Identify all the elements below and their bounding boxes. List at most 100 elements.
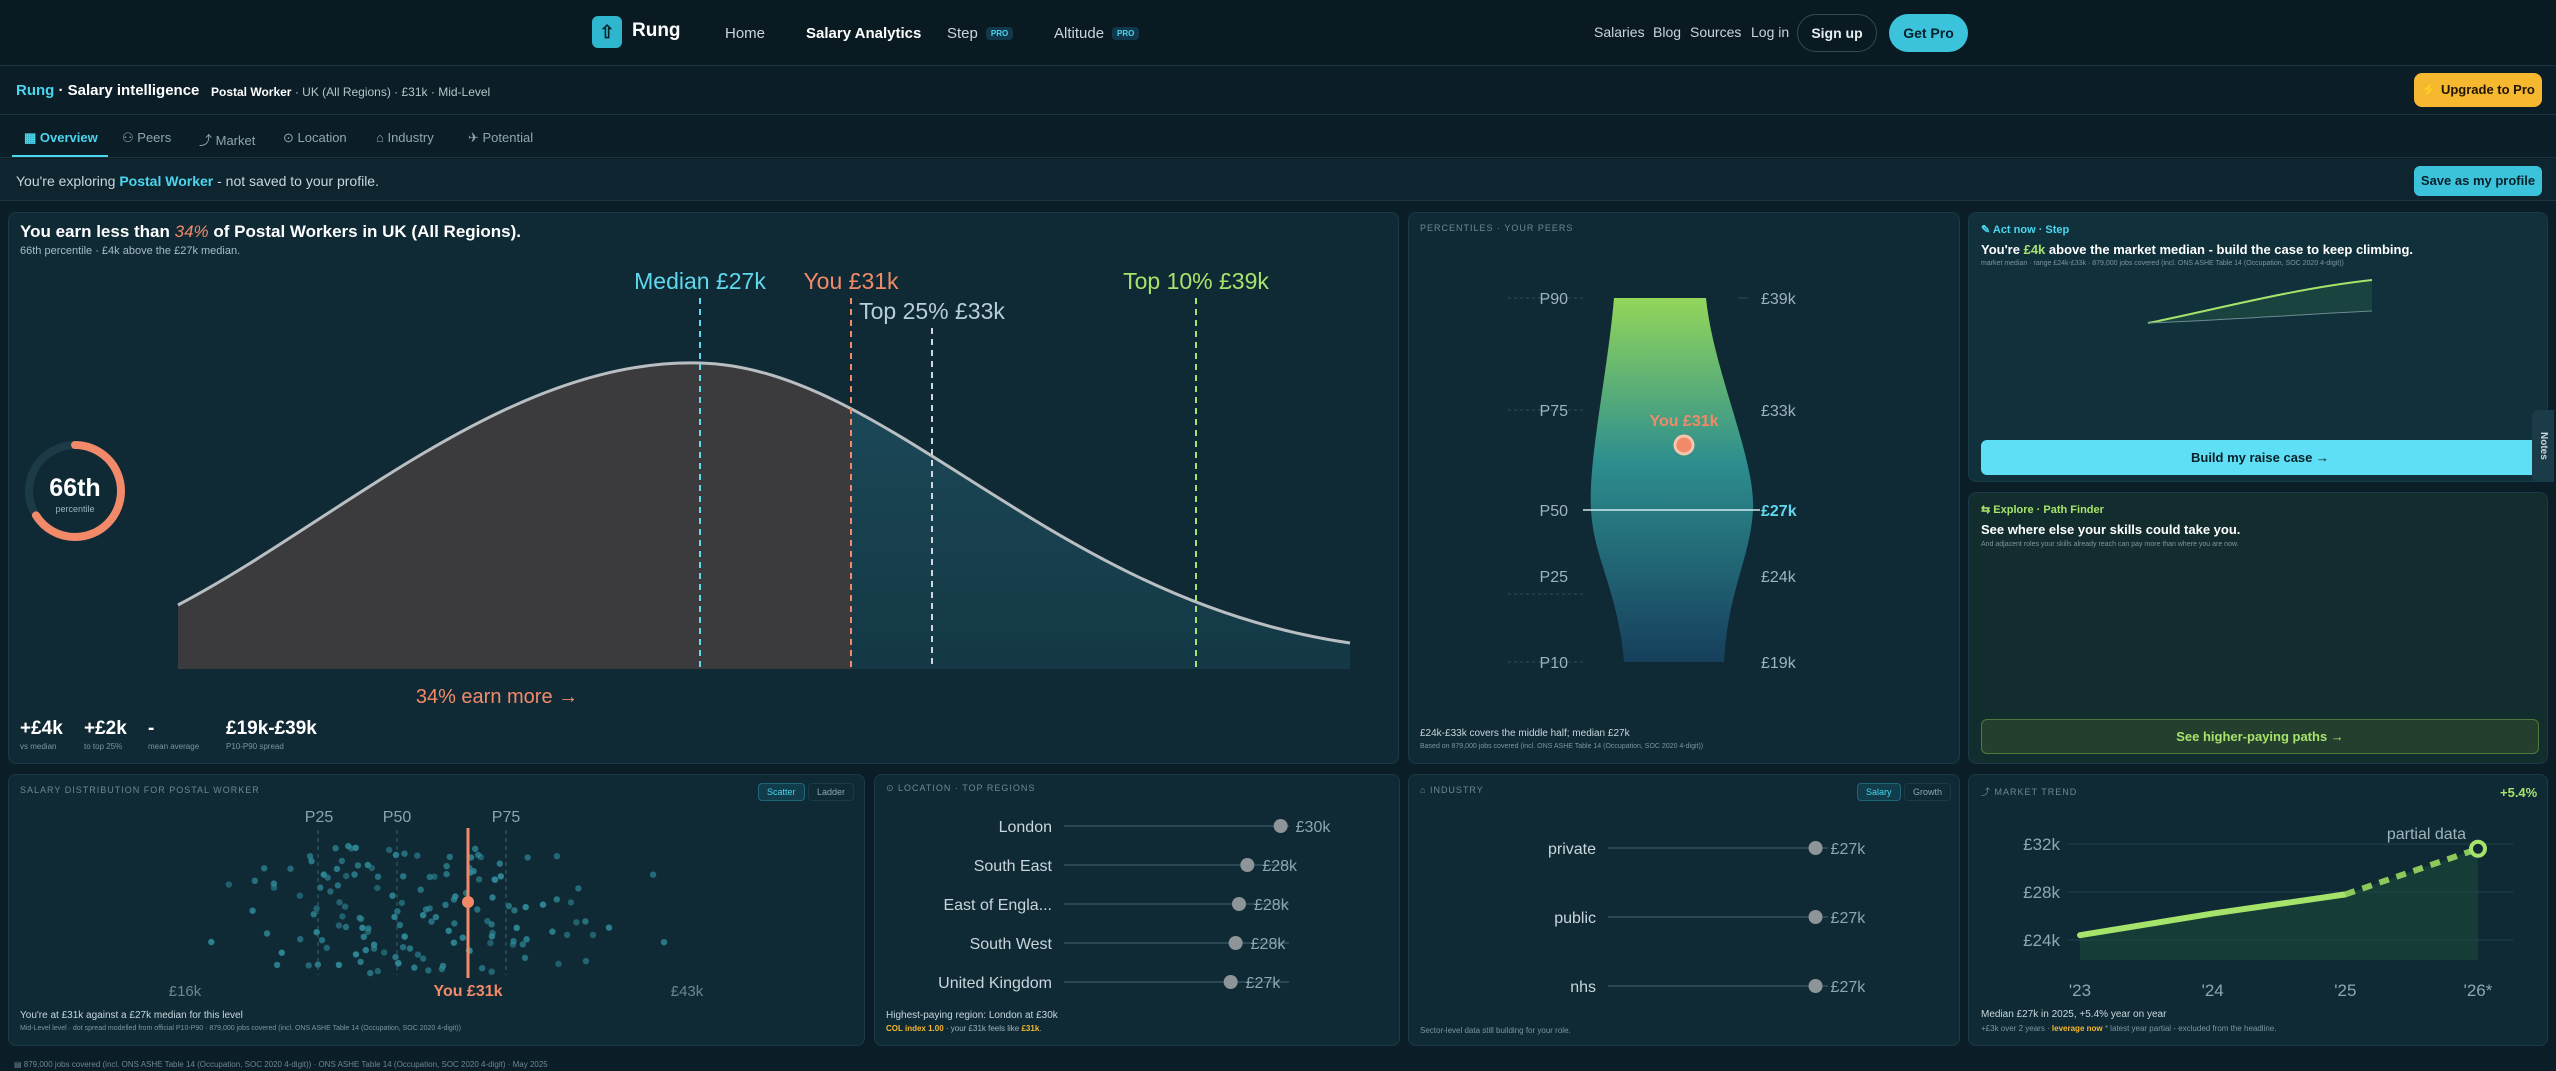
curve-area-below [178,362,851,669]
scatter-dot [348,845,355,852]
row-value: £27k [1246,975,1282,992]
industry-label-text: INDUSTRY [1429,785,1484,795]
toggle-scatter[interactable]: Scatter [758,783,805,801]
scatter-dot [513,924,520,931]
nav-altitude[interactable]: Altitude PRO [1054,25,1140,42]
violin-note: £24k-£33k covers the middle half; median… [1420,728,1630,739]
nav-salaries[interactable]: Salaries [1594,24,1645,40]
bank-icon: ⌂ [376,130,388,145]
act-sparkline [2147,279,2373,324]
notes-tab[interactable]: Notes [2532,410,2554,482]
scatter-dot [521,954,529,961]
scatter-dot [251,877,258,884]
build-raise-case-button[interactable]: Build my raise case → [1981,440,2539,475]
headline-pct: 34% [174,222,209,241]
exploring-pre: You're exploring [16,173,120,189]
nav-sources[interactable]: Sources [1690,24,1742,40]
higher-paying-paths-button[interactable]: See higher-paying paths → [1981,719,2539,754]
footer-source: ▤ 879,000 jobs covered (incl. ONS ASHE T… [14,1060,548,1069]
x-tick: '26* [2464,981,2493,1000]
tab-location[interactable]: ⊙ Location [283,130,347,146]
toggle-salary[interactable]: Salary [1857,783,1901,801]
distribution-note: You're at £31k against a £27k median for… [20,1010,243,1021]
row-value: £28k [1254,897,1290,914]
min-label: £16k [169,983,202,1000]
violin-p-label: P25 [1540,569,1569,586]
scatter-dot [567,899,575,906]
nav-login[interactable]: Log in [1751,24,1790,40]
scatter-dot [496,860,503,867]
trend-note: Median £27k in 2025, +5.4% year on year [1981,1009,2167,1020]
signup-button[interactable]: Sign up [1797,14,1877,52]
toggle-growth[interactable]: Growth [1904,783,1952,801]
y-tick: £24k [2023,931,2060,950]
tab-peers[interactable]: ⚇ Peers [122,130,171,146]
context-details: · UK (All Regions) · £31k · Mid-Level [291,85,491,99]
trend-label-text: MARKET TREND [1994,787,2078,797]
scatter-dot [489,894,496,901]
get-pro-button[interactable]: Get Pro [1889,14,1968,52]
trend-line [2077,891,2349,939]
scatter-dot [399,944,407,951]
location-label-text: LOCATION · TOP REGIONS [898,783,1036,793]
you-dot [1673,434,1695,456]
curve-area-above [851,408,1350,669]
top25-label: Top 25% £33k [859,298,1005,324]
brand-name[interactable]: Rung [632,20,681,41]
scatter-dot [327,888,334,895]
scatter-dot [357,958,364,966]
row-value: £27k [1831,979,1867,996]
scatter-dot [368,864,375,872]
upgrade-button[interactable]: ⚡ Upgrade to Pro [2414,73,2542,107]
toggle-ladder[interactable]: Ladder [808,783,855,801]
scatter-dot [589,931,597,939]
scatter-dot [475,876,483,883]
save-profile-button[interactable]: Save as my profile [2414,166,2542,196]
row-name: London [999,819,1052,836]
scatter-dot [539,901,547,908]
tab-market[interactable]: ⤴ Market [199,130,255,149]
scatter-dot [487,939,494,947]
earn-more-link[interactable]: 34% earn more → [416,686,578,708]
scatter-dot [395,960,402,967]
scatter-dot [582,957,590,965]
hero-subline: 66th percentile · £4k above the £27k med… [20,245,241,257]
path-icon: ⇆ [1981,504,1994,516]
scatter-dot [406,945,414,952]
violin-shape [1590,298,1754,662]
location-label: ⊙ LOCATION · TOP REGIONS [886,783,1035,794]
scatter-dot [443,863,450,870]
act-text-pre: You're [1981,242,2024,257]
scatter-dot [489,929,496,937]
tab-industry[interactable]: ⌂ Industry [376,130,434,145]
scatter-dot [374,873,382,880]
scatter-chart: P25 P50 P75 £16k £43k You £31k [169,809,704,1000]
kpi-spread: £19k-£39k [226,718,317,739]
scatter-dot [343,872,350,880]
tab-potential[interactable]: ✈ Potential [468,130,533,146]
act-now-card [1968,212,2548,482]
act-label-text: Act now · Step [1992,224,2070,236]
nav-home[interactable]: Home [725,25,766,42]
scatter-dot [426,905,433,912]
violin-value: £19k [1761,655,1797,672]
scatter-dot [365,925,372,932]
nav-salary-analytics[interactable]: Salary Analytics [806,25,922,42]
scatter-dot [472,845,479,852]
logo-icon[interactable]: ⇧ [592,16,622,48]
scatter-dot [396,921,404,929]
path-finder-label: ⇆ Explore · Path Finder [1981,503,2104,516]
tab-overview[interactable]: ▦ Overview [24,130,98,146]
nav-blog[interactable]: Blog [1653,24,1682,40]
scatter-dot [519,941,526,948]
hero-headline: You earn less than 34% of Postal Workers… [20,222,521,242]
col-end: . [1039,1024,1042,1033]
scatter-dot [297,936,304,943]
scatter-dot [428,918,435,925]
brand-rung: Rung [16,82,55,99]
exploring-post: - not saved to your profile. [213,173,379,189]
you-label: You £31k [433,983,502,1000]
scatter-dot [225,881,232,888]
nav-step[interactable]: Step PRO [947,25,1014,42]
x-tick: '23 [2069,981,2091,1000]
